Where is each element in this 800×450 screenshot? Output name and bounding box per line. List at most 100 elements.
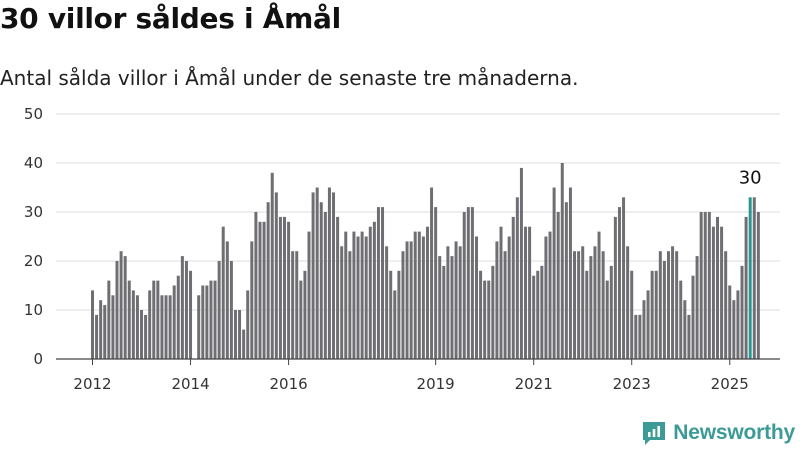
bar: [376, 207, 380, 359]
x-tick-label: 2012: [73, 375, 111, 393]
bar: [225, 241, 229, 359]
bar: [91, 290, 94, 359]
bar: [724, 251, 728, 359]
y-tick-label: 50: [24, 105, 43, 123]
bar: [752, 197, 756, 359]
bar: [707, 212, 711, 359]
bar: [99, 300, 103, 359]
bar: [601, 251, 605, 359]
bar: [413, 231, 417, 359]
bar: [303, 270, 307, 359]
bar: [197, 295, 201, 359]
bar: [736, 290, 740, 359]
bar: [315, 187, 319, 359]
bar: [642, 300, 646, 359]
bar: [258, 221, 262, 359]
bar: [385, 246, 389, 359]
bar: [119, 251, 123, 359]
bar: [168, 295, 172, 359]
bar: [421, 236, 425, 359]
bar: [695, 256, 699, 359]
bar: [544, 236, 548, 359]
bar: [115, 261, 119, 359]
bar: [417, 231, 421, 359]
bar: [242, 329, 246, 359]
bar: [360, 231, 364, 359]
brand-logo: Newsworthy: [641, 420, 795, 446]
bar: [556, 212, 560, 359]
bar: [683, 300, 687, 359]
bar: [732, 300, 736, 359]
bar: [630, 270, 634, 359]
bar: [332, 192, 336, 359]
bar: [283, 216, 286, 359]
bar: [131, 290, 135, 359]
bar: [148, 290, 152, 359]
y-tick-label: 40: [24, 154, 43, 172]
bar: [144, 314, 148, 359]
bar: [107, 280, 111, 359]
bar: [470, 207, 474, 359]
bar: [720, 226, 724, 359]
bar: [389, 270, 393, 359]
bar: [605, 280, 609, 359]
bar: [434, 207, 438, 359]
newsworthy-logo-icon: [643, 422, 666, 445]
bar: [270, 172, 274, 359]
highlight-bar: [748, 197, 752, 359]
bar: [524, 226, 528, 359]
bar: [454, 241, 458, 359]
bar: [323, 212, 327, 359]
bar: [756, 212, 760, 359]
bar: [679, 280, 683, 359]
bar: [638, 314, 642, 359]
bars: [91, 163, 760, 359]
bar: [189, 270, 193, 359]
bar: [372, 221, 376, 359]
bar: [274, 192, 278, 359]
bar: [229, 261, 233, 359]
bar: [609, 265, 613, 359]
bar: [450, 256, 454, 359]
bar: [699, 212, 703, 359]
bar: [233, 310, 237, 359]
bar: [311, 192, 315, 359]
bar: [397, 270, 401, 359]
bar: [209, 280, 213, 359]
chart-subtitle: Antal sålda villor i Åmål under de senas…: [0, 66, 579, 90]
bar: [140, 310, 144, 359]
chart-title: 30 villor såldes i Åmål: [0, 2, 341, 35]
y-tick-label: 20: [24, 252, 43, 270]
bar: [352, 231, 356, 359]
bar: [172, 285, 176, 359]
bar: [540, 265, 544, 359]
bar: [135, 295, 139, 359]
bar: [495, 241, 499, 359]
bar: [740, 265, 744, 359]
bar: [666, 251, 670, 359]
bar: [405, 241, 409, 359]
x-tick-label: 2014: [171, 375, 209, 393]
bar: [368, 226, 372, 359]
bar: [246, 290, 250, 359]
bar: [589, 256, 593, 359]
bar: [552, 187, 556, 359]
bar: [515, 197, 519, 359]
bar: [675, 251, 679, 359]
bar: [728, 285, 732, 359]
bar: [250, 241, 254, 359]
x-tick-label: 2019: [417, 375, 455, 393]
bar: [425, 226, 429, 359]
bar: [299, 280, 303, 359]
bar: [221, 226, 225, 359]
bar: [184, 261, 188, 359]
bar: [442, 265, 446, 359]
y-tick-label: 0: [33, 350, 43, 368]
brand-name: Newsworthy: [673, 421, 795, 444]
y-tick-label: 30: [24, 203, 43, 221]
bar: [511, 216, 515, 359]
bar: [491, 265, 495, 359]
bar: [164, 295, 168, 359]
bar: [291, 251, 295, 359]
